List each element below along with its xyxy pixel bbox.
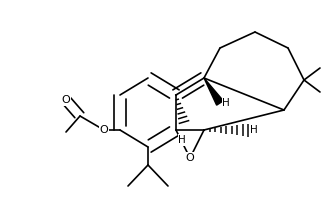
Polygon shape	[204, 78, 223, 105]
Text: H: H	[222, 98, 230, 108]
Text: O: O	[99, 125, 108, 135]
Text: O: O	[186, 153, 194, 163]
Text: H: H	[178, 135, 186, 145]
Text: H: H	[250, 125, 258, 135]
Text: O: O	[62, 95, 70, 105]
